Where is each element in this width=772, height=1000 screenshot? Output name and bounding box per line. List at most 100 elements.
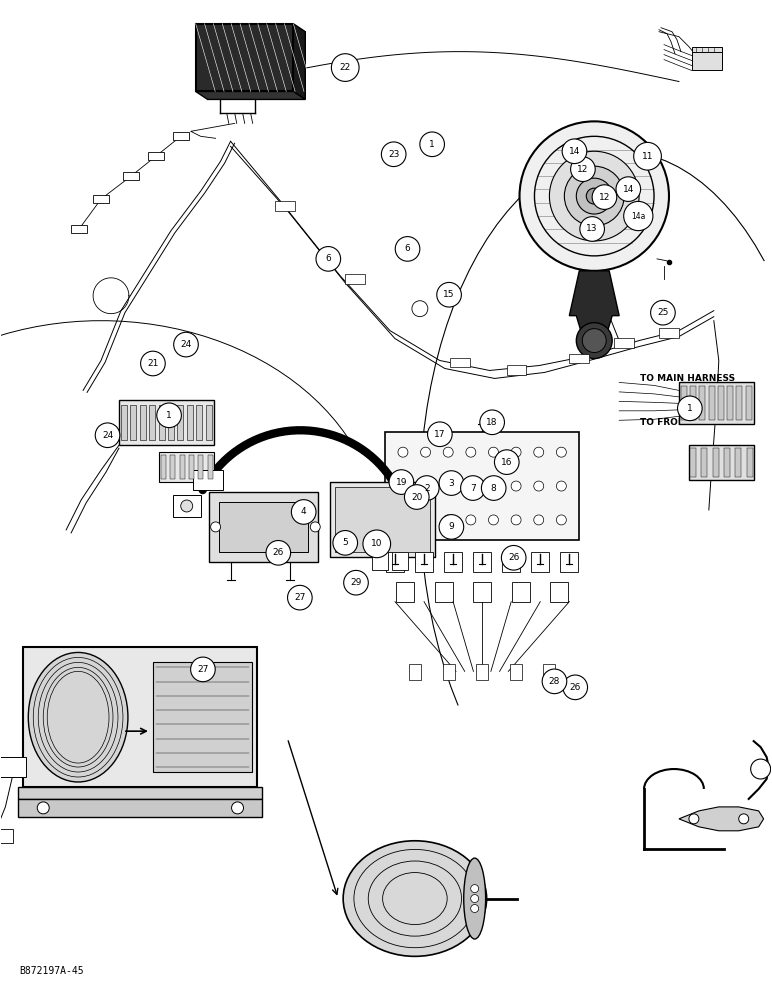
Circle shape	[624, 201, 653, 231]
Bar	[415, 552, 433, 572]
Circle shape	[557, 481, 567, 491]
Bar	[503, 552, 520, 572]
Bar	[531, 552, 549, 572]
Bar	[121, 405, 127, 440]
Text: 1: 1	[429, 140, 435, 149]
Bar	[692, 47, 722, 65]
Circle shape	[466, 447, 476, 457]
Circle shape	[489, 447, 499, 457]
Circle shape	[421, 447, 431, 457]
Circle shape	[511, 447, 521, 457]
Bar	[130, 405, 137, 440]
Text: 12: 12	[577, 165, 588, 174]
Circle shape	[586, 188, 602, 204]
Bar	[442, 664, 455, 680]
Bar	[386, 552, 404, 572]
Bar	[550, 582, 568, 602]
Bar	[173, 495, 201, 517]
Circle shape	[592, 185, 617, 209]
Circle shape	[398, 447, 408, 457]
Bar	[93, 195, 109, 203]
Bar	[510, 664, 522, 680]
Text: 1: 1	[166, 411, 172, 420]
Circle shape	[461, 476, 486, 500]
Ellipse shape	[344, 841, 486, 956]
Bar	[23, 647, 258, 787]
Circle shape	[651, 300, 676, 325]
Bar	[335, 487, 430, 552]
Bar	[718, 386, 724, 420]
Circle shape	[415, 476, 439, 500]
Text: 25: 25	[657, 308, 669, 317]
Circle shape	[389, 470, 414, 494]
Circle shape	[678, 396, 703, 421]
Text: 13: 13	[587, 224, 598, 233]
Text: 24: 24	[181, 340, 191, 349]
Bar	[149, 405, 155, 440]
Bar	[0, 757, 26, 777]
Bar	[679, 382, 753, 424]
Text: 17: 17	[434, 430, 445, 439]
Circle shape	[398, 481, 408, 491]
Bar	[123, 172, 139, 180]
Circle shape	[437, 282, 462, 307]
Bar	[345, 274, 365, 284]
Text: 23: 23	[388, 150, 399, 159]
Circle shape	[489, 481, 499, 491]
Circle shape	[557, 515, 567, 525]
Circle shape	[232, 802, 243, 814]
Bar	[681, 386, 687, 420]
Circle shape	[191, 657, 215, 682]
Text: 21: 21	[147, 359, 158, 368]
Bar	[168, 405, 174, 440]
Ellipse shape	[464, 858, 486, 939]
Text: 8: 8	[491, 484, 496, 493]
Circle shape	[542, 669, 567, 694]
Polygon shape	[195, 91, 305, 99]
Circle shape	[381, 142, 406, 167]
Circle shape	[562, 139, 587, 164]
Circle shape	[439, 515, 464, 539]
Text: TO MAIN HARNESS: TO MAIN HARNESS	[640, 374, 735, 383]
Text: 15: 15	[443, 290, 455, 299]
Circle shape	[443, 515, 453, 525]
Circle shape	[564, 166, 624, 226]
Text: 27: 27	[197, 665, 208, 674]
Circle shape	[443, 481, 453, 491]
Bar	[198, 455, 203, 479]
Circle shape	[174, 332, 198, 357]
Bar	[276, 201, 296, 211]
Bar	[187, 405, 193, 440]
Circle shape	[577, 178, 612, 214]
Circle shape	[489, 515, 499, 525]
Polygon shape	[293, 24, 305, 99]
Text: 14: 14	[569, 147, 580, 156]
Bar	[119, 400, 214, 445]
Circle shape	[157, 403, 181, 428]
Bar	[690, 448, 696, 477]
Text: 16: 16	[501, 458, 513, 467]
Circle shape	[501, 545, 526, 570]
Text: 9: 9	[449, 522, 454, 531]
Circle shape	[405, 485, 429, 509]
Text: 26: 26	[570, 683, 581, 692]
Bar	[692, 52, 722, 70]
Circle shape	[571, 157, 595, 182]
Bar	[173, 132, 188, 140]
Bar	[372, 552, 388, 570]
Text: 29: 29	[350, 578, 362, 587]
Polygon shape	[679, 807, 764, 831]
Circle shape	[344, 570, 368, 595]
Circle shape	[421, 481, 431, 491]
Bar	[746, 386, 752, 420]
Circle shape	[266, 541, 290, 565]
Circle shape	[511, 515, 521, 525]
Text: 14a: 14a	[631, 212, 645, 221]
Bar	[148, 152, 164, 160]
Bar	[153, 662, 252, 772]
Text: 27: 27	[294, 593, 306, 602]
Bar	[218, 502, 308, 552]
Circle shape	[398, 515, 408, 525]
Bar	[690, 386, 696, 420]
Text: 20: 20	[411, 493, 422, 502]
